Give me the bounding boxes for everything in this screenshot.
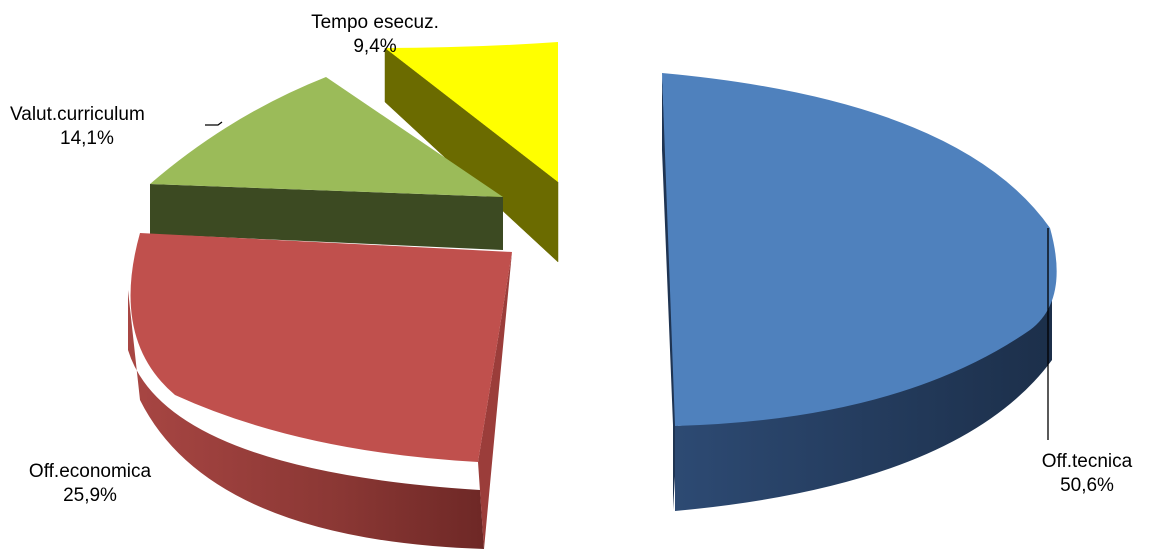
slice-tempo-esecuz — [385, 42, 558, 182]
slice-label-valut-curriculum: Valut.curriculum 14,1% — [10, 103, 200, 151]
slice-name: Valut.curriculum — [10, 104, 145, 125]
slice-percent: 50,6% — [1060, 475, 1114, 496]
slice-valut-curriculum — [150, 77, 503, 197]
slice-edge-off-tecnica — [662, 74, 678, 510]
slice-name: Off.economica — [28, 461, 152, 482]
slice-percent: 9,4% — [353, 36, 397, 57]
slice-off-tecnica — [662, 73, 1057, 426]
slice-label-off-tecnica: Off.tecnica 50,6% — [1022, 450, 1152, 498]
slice-percent: 14,1% — [60, 128, 114, 149]
slice-edge-off-economica — [478, 252, 512, 549]
slice-label-off-economica: Off.economica 25,9% — [0, 460, 180, 508]
slice-name: Off.tecnica — [1041, 451, 1133, 472]
leader-line-valut-curriculum — [205, 121, 223, 126]
slice-percent: 25,9% — [63, 485, 117, 506]
slice-side-valut-curriculum — [150, 184, 503, 250]
slice-label-tempo-esecuz: Tempo esecuz. 9,4% — [290, 11, 460, 59]
slice-name: Tempo esecuz. — [311, 12, 439, 33]
slice-side-off-economica — [128, 290, 484, 549]
slice-off-economica — [130, 233, 512, 462]
